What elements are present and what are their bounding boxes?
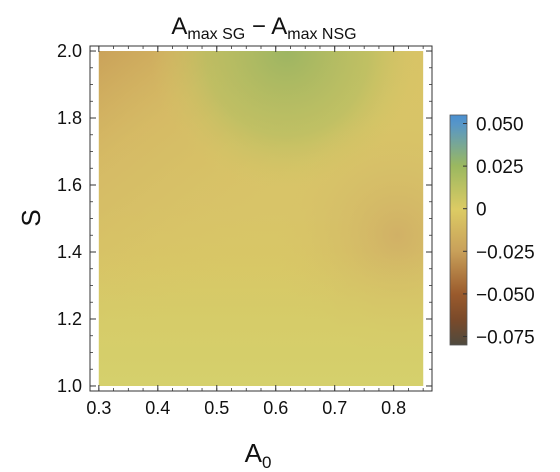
y-axis-ticks: 1.0 1.2 1.4 1.6 1.8 2.0 <box>57 41 432 396</box>
x-axis-ticks: 0.3 0.4 0.5 0.6 0.7 0.8 <box>86 46 424 418</box>
y-tick-label: 1.4 <box>57 242 82 262</box>
x-tick-label: 0.3 <box>86 398 111 418</box>
colorbar-tick-label: −0.075 <box>476 327 535 348</box>
y-tick-label: 2.0 <box>57 41 82 61</box>
y-tick-label: 1.2 <box>57 309 82 329</box>
x-tick-label: 0.5 <box>204 398 229 418</box>
colorbar <box>449 114 468 346</box>
colorbar-tick-label: −0.025 <box>476 242 535 263</box>
y-tick-label: 1.0 <box>57 376 82 396</box>
colorbar-tick-label: 0 <box>476 200 487 221</box>
x-tick-label: 0.6 <box>263 398 288 418</box>
colorbar-tick-label: −0.050 <box>476 285 535 306</box>
colorbar-tick-label: 0.050 <box>476 115 524 136</box>
y-tick-label: 1.6 <box>57 175 82 195</box>
heatmap-area <box>90 46 432 391</box>
x-tick-label: 0.4 <box>145 398 170 418</box>
x-tick-label: 0.8 <box>381 398 406 418</box>
x-tick-label: 0.7 <box>322 398 347 418</box>
chart-title: Amax SG − Amax NSG <box>171 13 356 43</box>
colorbar-ticks: 0.050 0.025 0 −0.025 −0.050 −0.075 <box>463 115 535 348</box>
y-tick-label: 1.8 <box>57 108 82 128</box>
x-axis-title: A0 <box>245 438 272 472</box>
y-axis-title: S <box>16 209 46 226</box>
colorbar-tick-label: 0.025 <box>476 157 524 178</box>
